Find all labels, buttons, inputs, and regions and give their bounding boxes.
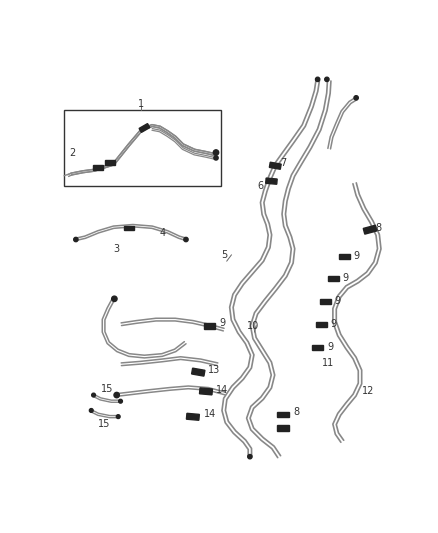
Circle shape (213, 150, 219, 155)
Circle shape (74, 237, 78, 241)
Text: 9: 9 (342, 273, 348, 283)
Bar (139, 124, 150, 132)
Text: 10: 10 (247, 321, 259, 331)
Circle shape (119, 399, 122, 403)
Bar (204, 324, 215, 328)
Text: 15: 15 (98, 419, 110, 429)
Text: 9: 9 (354, 252, 360, 262)
Circle shape (354, 96, 358, 100)
Text: 5: 5 (221, 250, 228, 260)
Circle shape (114, 392, 120, 398)
Text: 8: 8 (375, 223, 381, 233)
Bar (200, 388, 212, 395)
Bar (124, 226, 134, 230)
Circle shape (325, 77, 329, 82)
Text: 15: 15 (100, 384, 113, 394)
Text: 14: 14 (204, 409, 216, 419)
Text: 2: 2 (70, 148, 76, 158)
Text: 9: 9 (331, 319, 337, 329)
Bar (277, 425, 289, 431)
Bar (266, 178, 277, 184)
Text: 4: 4 (160, 228, 166, 238)
Text: 12: 12 (362, 386, 374, 396)
Bar (277, 411, 289, 417)
Circle shape (92, 393, 95, 397)
Bar (191, 368, 205, 376)
Bar (339, 254, 350, 259)
Bar (320, 298, 331, 304)
Bar (316, 322, 327, 327)
Text: 9: 9 (219, 318, 225, 328)
Circle shape (248, 455, 252, 459)
Text: 8: 8 (293, 407, 299, 417)
Text: 13: 13 (208, 366, 221, 375)
Circle shape (184, 237, 188, 241)
Text: 3: 3 (113, 244, 120, 254)
Circle shape (89, 409, 93, 413)
Bar (269, 162, 281, 169)
Bar (328, 276, 339, 281)
Text: 11: 11 (321, 358, 334, 368)
Bar (312, 345, 323, 350)
Text: 1: 1 (138, 99, 144, 109)
Bar (187, 413, 199, 420)
Text: 6: 6 (258, 181, 264, 191)
Text: 7: 7 (281, 158, 287, 167)
Text: 14: 14 (216, 385, 228, 394)
Text: 9: 9 (327, 342, 333, 352)
Circle shape (117, 415, 120, 418)
Bar (105, 160, 115, 165)
Circle shape (315, 77, 320, 82)
Circle shape (214, 156, 218, 160)
Circle shape (112, 296, 117, 302)
Bar (93, 165, 103, 169)
Text: 9: 9 (335, 296, 341, 306)
Bar (64, 110, 221, 185)
Bar (363, 225, 377, 234)
